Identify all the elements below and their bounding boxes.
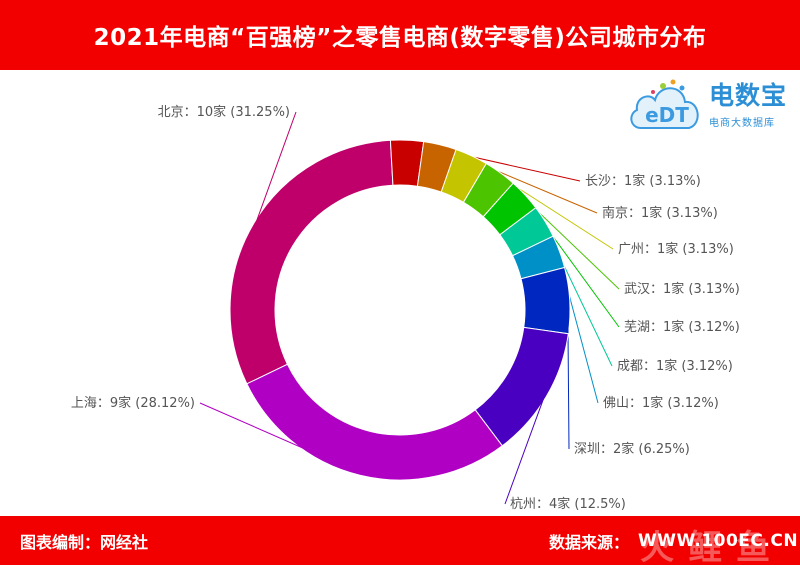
donut-chart: 北京：10家 (31.25%) 长沙：1家 (3.13%) 南京：1家 (3.13%…	[0, 70, 800, 516]
logo-brand-text: 电数宝	[709, 81, 788, 110]
logo-sub-text: 电商大数据库	[709, 118, 775, 129]
data-label-成都: 成都：1家 (3.12%)	[617, 358, 733, 374]
donut-slice-上海	[246, 363, 503, 481]
leader-line-北京	[254, 111, 297, 225]
header-bar: 2021年电商“百强榜”之零售电商(数字零售)公司城市分布	[0, 0, 800, 70]
donut-slice-北京	[229, 139, 394, 385]
leader-line-上海	[199, 402, 361, 474]
logo-badge: eDT	[645, 103, 689, 127]
brand-logo: eDT 电数宝 电商大数据库	[627, 74, 792, 136]
footer-source-label: 数据来源：	[549, 533, 630, 552]
data-label-深圳: 深圳：2家 (6.25%)	[574, 441, 690, 457]
data-label-芜湖: 芜湖：1家 (3.12%)	[624, 319, 740, 335]
data-label-北京: 北京：10家 (31.25%)	[158, 104, 290, 120]
data-label-武汉: 武汉：1家 (3.13%)	[624, 281, 740, 297]
watermark: 火 鲤 鱼 WWW.100EC.CN	[638, 522, 798, 568]
footer-bar: 图表编制：网经社 数据来源：	[0, 516, 800, 565]
chart-svg: 北京：10家 (31.25%) 长沙：1家 (3.13%) 南京：1家 (3.13%…	[71, 104, 740, 512]
donut-slice-深圳	[520, 266, 571, 335]
watermark-char: 鲤	[688, 528, 722, 568]
leader-line-深圳	[567, 300, 570, 450]
data-label-佛山: 佛山：1家 (3.12%)	[603, 395, 719, 411]
cloud-icon: eDT	[630, 79, 699, 129]
data-label-南京: 南京：1家 (3.13%)	[602, 205, 718, 221]
leader-line-杭州	[504, 395, 546, 505]
data-label-长沙: 长沙：1家 (3.13%)	[585, 173, 701, 189]
chart-title: 2021年电商“百强榜”之零售电商(数字零售)公司城市分布	[93, 25, 707, 51]
footer-credit: 图表编制：网经社	[20, 533, 149, 552]
data-label-杭州: 杭州：4家 (12.5%)	[510, 496, 626, 512]
watermark-char: 火	[640, 528, 674, 568]
data-label-广州: 广州：1家 (3.13%)	[618, 241, 734, 257]
watermark-char: 鱼	[736, 528, 770, 568]
footer-source-url: WWW.100EC.CN	[638, 531, 799, 551]
data-label-上海: 上海：9家 (28.12%)	[71, 395, 195, 411]
